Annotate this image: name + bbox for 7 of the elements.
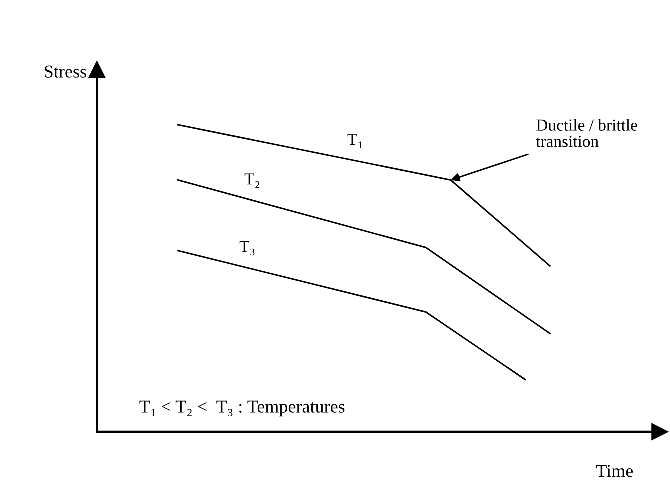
annotation: Ductile / brittle transition	[536, 119, 638, 148]
annotation: T₁ < T₂ < T₃ : Temperatures	[140, 400, 345, 417]
series-label: T₃	[240, 241, 255, 256]
text: Stress	[45, 66, 86, 78]
series-label: T₂	[244, 174, 260, 188]
series-label: T₁	[348, 134, 362, 148]
x-axis-title: Time	[596, 465, 634, 478]
